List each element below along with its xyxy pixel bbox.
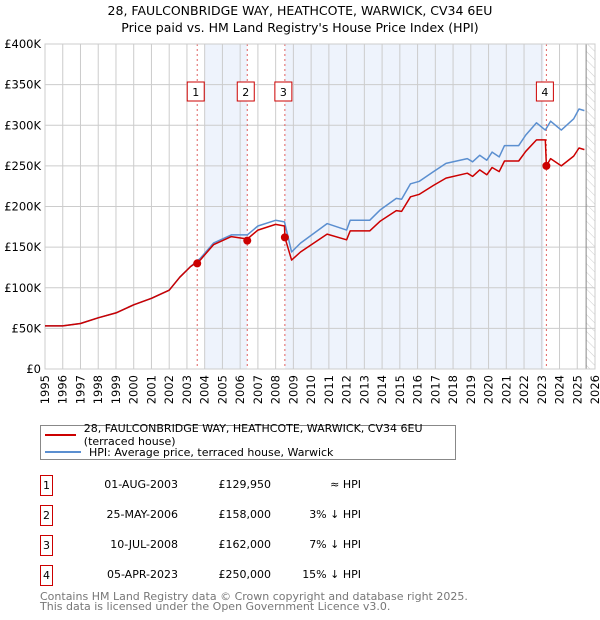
footer-licence: This data is licensed under the Open Gov… <box>40 600 391 613</box>
x-tick-label: 2002 <box>162 375 176 404</box>
y-tick-label: £200K <box>4 200 41 214</box>
transaction-price: £250,000 <box>218 568 272 581</box>
x-tick-label: 2024 <box>553 375 567 404</box>
sale-label-box <box>186 81 205 102</box>
x-tick-label: 1996 <box>56 375 70 404</box>
x-tick-label: 2021 <box>499 375 513 404</box>
legend-swatch-red <box>45 434 76 436</box>
sale-label-box <box>535 81 554 102</box>
x-tick-label: 2019 <box>464 375 478 404</box>
sale-label-box <box>274 81 293 102</box>
y-tick-label: £300K <box>4 118 41 132</box>
x-tick-label: 2007 <box>251 375 265 404</box>
chart-subtitle: Price paid vs. HM Land Registry's House … <box>121 20 479 35</box>
y-tick-label: £0 <box>26 362 41 376</box>
x-tick-label: 2025 <box>570 375 584 404</box>
x-tick-label: 2016 <box>411 375 425 404</box>
transaction-hpi: 3% ↓ HPI <box>309 508 361 521</box>
sale-label: 3 <box>280 86 287 99</box>
sale-point <box>243 236 252 245</box>
legend-item-property: 28, FAULCONBRIDGE WAY, HEATHCOTE, WARWIC… <box>45 422 455 448</box>
legend-item-hpi: HPI: Average price, terraced house, Warw… <box>45 444 333 460</box>
transaction-number: 2 <box>40 505 53 526</box>
x-tick-label: 1995 <box>38 375 52 404</box>
x-tick-label: 2006 <box>233 375 247 404</box>
x-tick-label: 2015 <box>393 375 407 404</box>
x-tick-label: 1998 <box>91 375 105 404</box>
x-tick-label: 2008 <box>269 375 283 404</box>
transaction-date: 01-AUG-2003 <box>104 478 178 491</box>
transaction-number: 1 <box>40 475 53 496</box>
x-tick-label: 2011 <box>322 375 336 404</box>
x-tick-label: 2017 <box>428 375 442 404</box>
x-tick-label: 2018 <box>446 375 460 404</box>
legend-label: 28, FAULCONBRIDGE WAY, HEATHCOTE, WARWIC… <box>83 422 423 448</box>
x-tick-label: 2012 <box>340 375 354 404</box>
transaction-number: 4 <box>40 565 53 586</box>
x-tick-label: 1997 <box>73 375 87 404</box>
y-tick-label: £150K <box>4 240 41 254</box>
sale-label: 1 <box>192 86 199 99</box>
x-tick-label: 2003 <box>180 375 194 404</box>
sale-label: 2 <box>242 86 249 99</box>
transaction-date: 10-JUL-2008 <box>110 538 178 551</box>
sale-label: 4 <box>541 86 548 99</box>
x-tick-label: 2000 <box>127 375 141 404</box>
footer-copyright: Contains HM Land Registry data © Crown c… <box>40 590 468 603</box>
transaction-date: 05-APR-2023 <box>106 568 178 581</box>
x-tick-label: 2009 <box>286 375 300 404</box>
y-tick-label: £50K <box>12 321 42 335</box>
transaction-number: 3 <box>40 535 53 556</box>
legend-swatch-blue <box>45 451 81 453</box>
transaction-hpi: 15% ↓ HPI <box>302 568 361 581</box>
x-tick-label: 2001 <box>144 375 158 404</box>
transaction-hpi: ≈ HPI <box>330 478 361 491</box>
y-tick-label: £100K <box>4 281 41 295</box>
x-tick-label: 2014 <box>375 375 389 404</box>
x-tick-label: 2023 <box>535 375 549 404</box>
sale-point <box>280 233 289 242</box>
legend-label: HPI: Average price, terraced house, Warw… <box>89 445 334 459</box>
transaction-price: £162,000 <box>218 538 272 551</box>
x-tick-label: 2013 <box>357 375 371 404</box>
sale-point <box>542 161 551 170</box>
transaction-date: 25-MAY-2006 <box>106 508 178 521</box>
x-tick-label: 2026 <box>588 375 600 404</box>
x-tick-label: 2020 <box>482 375 496 404</box>
x-tick-label: 2010 <box>304 375 318 404</box>
transaction-price: £129,950 <box>218 478 272 491</box>
property-price-line <box>45 139 585 327</box>
x-tick-label: 2005 <box>215 375 229 404</box>
transaction-price: £158,000 <box>218 508 272 521</box>
x-tick-label: 1999 <box>109 375 123 404</box>
y-tick-label: £250K <box>4 159 41 173</box>
x-tick-label: 2004 <box>198 375 212 404</box>
chart-title: 28, FAULCONBRIDGE WAY, HEATHCOTE, WARWIC… <box>107 3 493 18</box>
transaction-hpi: 7% ↓ HPI <box>309 538 361 551</box>
chart-legend: 28, FAULCONBRIDGE WAY, HEATHCOTE, WARWIC… <box>40 422 456 460</box>
sale-label-box <box>236 81 255 102</box>
y-tick-label: £400K <box>4 37 41 51</box>
x-tick-label: 2022 <box>517 375 531 404</box>
y-tick-label: £350K <box>4 78 41 92</box>
sale-point <box>193 259 202 268</box>
plot-border <box>44 43 596 370</box>
